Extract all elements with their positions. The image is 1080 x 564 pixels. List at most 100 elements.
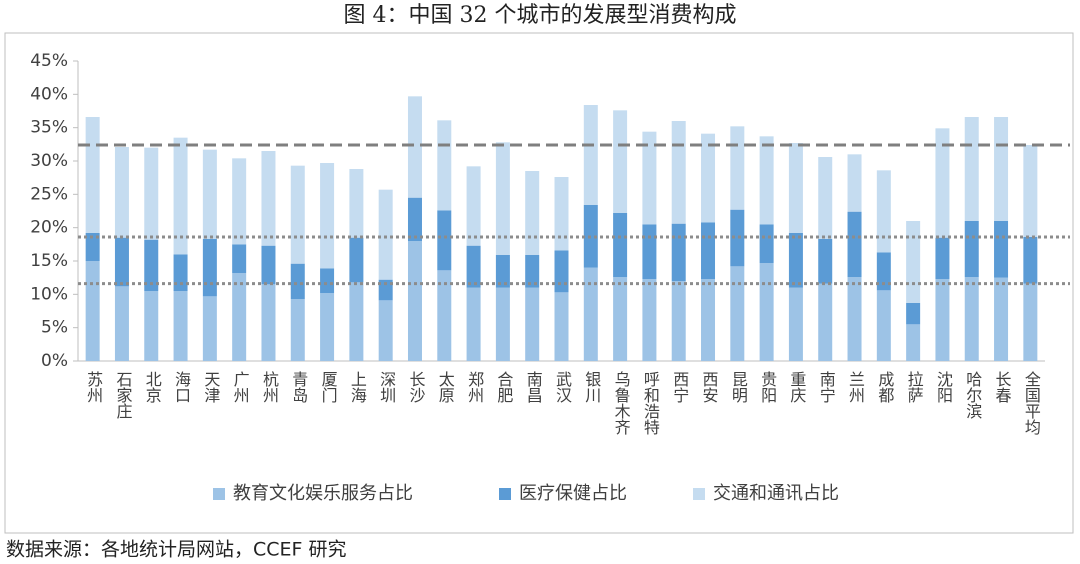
- bar-segment: [261, 151, 276, 246]
- y-tick-label: 30%: [30, 151, 68, 171]
- bar-segment: [730, 266, 745, 361]
- x-tick-label: 长春: [993, 371, 1012, 403]
- bar-segment: [202, 149, 217, 239]
- bar-segment: [85, 261, 100, 361]
- bar-segment: [554, 177, 569, 251]
- bar-segment: [378, 279, 393, 301]
- bar-segment: [554, 292, 569, 361]
- x-tick-label: 太原: [436, 371, 455, 403]
- x-tick-label: 天津: [201, 371, 220, 403]
- bar-segment: [876, 290, 891, 361]
- bar-segment: [378, 300, 393, 361]
- x-tick-label: 乌鲁木齐: [612, 371, 631, 435]
- bar-segment: [554, 250, 569, 293]
- bar-segment: [437, 120, 452, 211]
- bar-segment: [173, 291, 188, 361]
- x-tick-label: 银川: [582, 371, 601, 403]
- x-tick-label: 苏州: [84, 371, 103, 403]
- bar-segment: [495, 255, 510, 288]
- bar-segment: [847, 211, 862, 277]
- x-tick-label: 哈尔滨: [963, 371, 982, 419]
- bar-segment: [173, 137, 188, 255]
- bar-segment: [847, 154, 862, 212]
- bar-segment: [495, 142, 510, 255]
- bar-segment: [114, 147, 129, 238]
- x-tick-label: 拉萨: [905, 371, 924, 403]
- bar-segment: [232, 244, 247, 273]
- legend-label: 医疗保健占比: [519, 483, 627, 504]
- bar-segment: [642, 224, 657, 279]
- bar-segment: [437, 270, 452, 361]
- bar-segment: [964, 221, 979, 277]
- bar-segment: [1023, 145, 1038, 237]
- y-tick-label: 35%: [30, 118, 68, 138]
- bar-segment: [994, 221, 1009, 278]
- bar-segment: [525, 287, 540, 361]
- x-tick-label: 郑州: [465, 371, 484, 403]
- x-tick-label: 南昌: [524, 371, 543, 403]
- bar-segment: [906, 221, 921, 303]
- x-tick-label: 海口: [172, 371, 191, 403]
- bar-segment: [407, 197, 422, 241]
- bar-segment: [876, 170, 891, 253]
- bar-segment: [671, 281, 686, 361]
- legend-label: 交通和通讯占比: [713, 483, 839, 504]
- bar-segment: [935, 237, 950, 279]
- bar-segment: [407, 241, 422, 361]
- bar-segment: [407, 96, 422, 198]
- x-tick-label: 西宁: [670, 371, 689, 403]
- bar-segment: [788, 287, 803, 361]
- bar-segment: [466, 245, 481, 288]
- bar-segment: [466, 166, 481, 246]
- bar-segment: [730, 209, 745, 267]
- x-tick-label: 兰州: [846, 371, 865, 403]
- legend-swatch: [693, 488, 705, 500]
- bar-segment: [730, 126, 745, 210]
- x-tick-label: 武汉: [553, 371, 572, 403]
- bar-segment: [964, 277, 979, 361]
- bar-segment: [847, 277, 862, 361]
- x-tick-label: 重庆: [787, 371, 806, 403]
- x-tick-label: 全国平均: [1022, 371, 1041, 436]
- x-tick-label: 沈阳: [934, 371, 953, 403]
- bar-segment: [290, 263, 305, 299]
- legend-label: 教育文化娱乐服务占比: [233, 483, 413, 504]
- y-tick-label: 5%: [41, 318, 68, 338]
- bar-segment: [613, 213, 628, 277]
- bar-segment: [642, 131, 657, 225]
- bar-segment: [232, 273, 247, 361]
- y-tick-label: 20%: [30, 218, 68, 238]
- x-tick-label: 上海: [348, 371, 367, 403]
- chart-frame: [4, 32, 1074, 534]
- bar-segment: [1023, 283, 1038, 361]
- bar-segment: [906, 324, 921, 361]
- bar-segment: [701, 222, 716, 279]
- bar-segment: [144, 147, 159, 240]
- x-tick-label: 青岛: [289, 371, 308, 404]
- source-note: 数据来源：各地统计局网站，CCEF 研究: [6, 539, 347, 561]
- bar-segment: [349, 282, 364, 361]
- bar-segment: [994, 117, 1009, 221]
- bar-segment: [144, 239, 159, 291]
- bar-segment: [349, 237, 364, 283]
- bar-segment: [642, 279, 657, 361]
- y-tick-label: 0%: [41, 351, 68, 371]
- bar-segment: [671, 121, 686, 224]
- x-tick-label: 深圳: [377, 371, 396, 403]
- y-tick-label: 40%: [30, 84, 68, 104]
- bar-segment: [759, 136, 774, 225]
- bar-segment: [378, 189, 393, 280]
- bar-segment: [964, 117, 979, 221]
- bar-segment: [525, 171, 540, 255]
- legend-swatch: [499, 488, 511, 500]
- bar-segment: [261, 284, 276, 361]
- bar-segment: [788, 143, 803, 233]
- bar-segment: [701, 133, 716, 223]
- bar-segment: [437, 210, 452, 271]
- bar-segment: [349, 169, 364, 238]
- bar-segment: [173, 254, 188, 291]
- bar-segment: [114, 237, 129, 287]
- x-tick-label: 长沙: [406, 371, 425, 403]
- bar-segment: [320, 268, 335, 293]
